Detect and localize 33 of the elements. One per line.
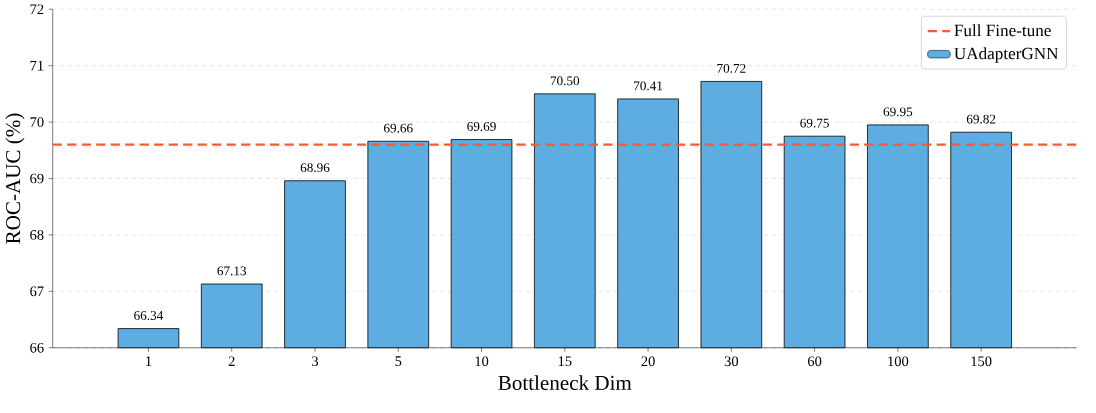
y-tick-label: 68 (30, 230, 44, 240)
x-tick-label: 5 (395, 356, 402, 367)
data-label: 67.13 (217, 266, 247, 276)
data-label: 69.69 (467, 122, 496, 131)
y-axis-title: ROC-AUC (%) (5, 113, 25, 244)
y-tick-label: 67 (30, 286, 44, 297)
y-tick-label: 69 (30, 173, 44, 184)
y-tick-label: 72 (30, 4, 44, 15)
data-label: 70.41 (634, 81, 663, 91)
legend-label: UAdapterGNN (954, 47, 1059, 63)
x-tick-label: 100 (888, 356, 909, 367)
y-tick-label: 71 (30, 60, 44, 71)
data-label: 69.82 (966, 114, 996, 124)
data-label: 70.50 (550, 76, 580, 86)
data-label: 70.72 (717, 63, 746, 73)
x-tick-label: 15 (558, 356, 572, 367)
legend-label: Full Fine-tune (954, 24, 1051, 37)
data-label: 69.66 (384, 123, 413, 133)
x-tick-label: 30 (724, 356, 739, 367)
x-tick-label: 10 (475, 356, 489, 367)
x-tick-label: 150 (971, 356, 992, 367)
data-label: 68.96 (300, 163, 330, 173)
x-tick-label: 2 (228, 356, 235, 366)
x-tick-label: 60 (807, 356, 822, 367)
y-tick-label: 66 (30, 342, 44, 353)
x-axis-title: Bottleneck Dim (498, 375, 632, 391)
data-label: 69.95 (883, 107, 913, 117)
y-tick-label: 70 (30, 117, 44, 127)
x-tick-label: 1 (146, 356, 152, 366)
x-tick-label: 3 (312, 356, 319, 367)
data-label: 69.75 (800, 118, 829, 128)
x-tick-label: 20 (641, 356, 655, 367)
data-label: 66.34 (134, 311, 164, 320)
